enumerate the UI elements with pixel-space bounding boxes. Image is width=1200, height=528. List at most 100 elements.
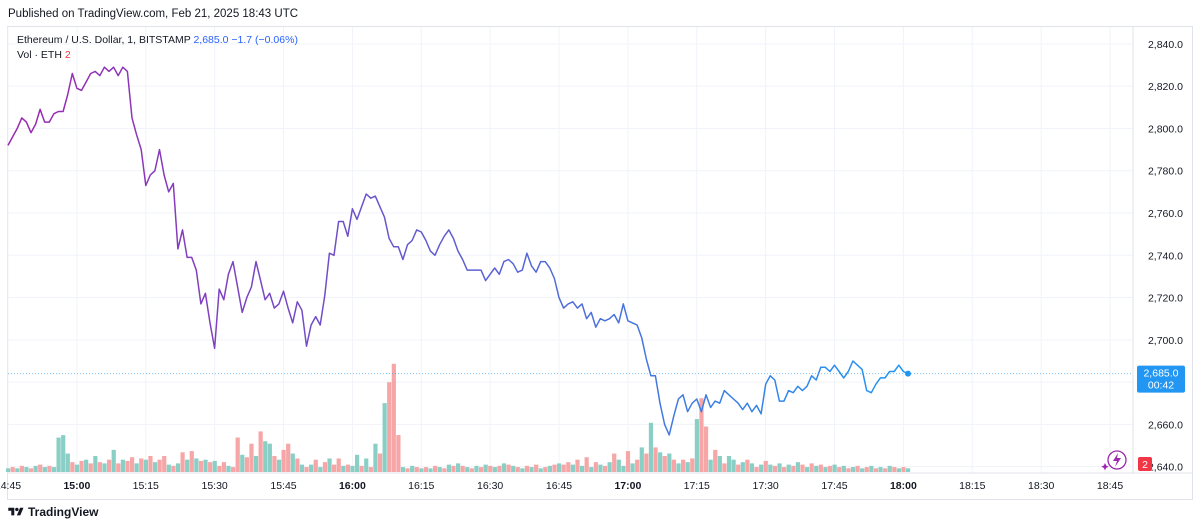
volume-bar (6, 468, 11, 472)
x-tick-label: 16:00 (339, 480, 366, 492)
x-tick-label: 18:15 (959, 480, 985, 492)
volume-bar (423, 467, 429, 472)
volume-bar (382, 403, 387, 472)
volume-bar (263, 441, 268, 472)
volume-bar (607, 462, 612, 472)
volume-bar (456, 463, 461, 472)
volume-bar (465, 467, 470, 472)
volume-bar (231, 467, 236, 472)
lightning-icon[interactable] (1101, 450, 1127, 471)
volume-bar (814, 465, 819, 472)
volume-bar (497, 465, 502, 472)
volume-bar (534, 464, 539, 472)
volume-bar (433, 465, 438, 472)
price-line-layer (7, 66, 1133, 436)
volume-bar (616, 459, 621, 472)
volume-bar (410, 465, 415, 472)
y-tick-label: 2,820.0 (1148, 81, 1183, 93)
volume-bar (129, 457, 135, 472)
volume-bar (194, 458, 199, 472)
volume-bar (749, 463, 755, 472)
volume-bar (74, 464, 80, 472)
volume-bar (286, 443, 291, 472)
volume-bar (736, 464, 741, 472)
volume-bar (809, 463, 814, 472)
x-tick-label: 16:45 (546, 480, 572, 492)
volume-bar (93, 456, 98, 472)
volume-bar (644, 453, 649, 472)
volume-bar (515, 467, 520, 472)
chart-legend: Ethereum / U.S. Dollar, 1, BITSTAMP 2,68… (17, 33, 298, 63)
volume-bar (474, 465, 479, 472)
volume-bar (33, 465, 38, 472)
volume-bar (524, 465, 530, 472)
y-tick-label: 2,740.0 (1148, 250, 1183, 262)
volume-bar (185, 459, 190, 472)
volume-bar (579, 465, 585, 472)
volume-bar (708, 459, 713, 472)
volume-bar (584, 457, 589, 472)
volume-bar (336, 458, 341, 472)
x-tick-label: 17:30 (753, 480, 779, 492)
x-tick-label: 15:45 (270, 480, 296, 492)
x-tick-label: 18:30 (1028, 480, 1054, 492)
volume-bar (906, 468, 911, 472)
volume-bar (740, 462, 745, 472)
legend-volume-row[interactable]: Vol · ETH 2 (17, 48, 298, 63)
volume-bar (639, 447, 644, 472)
time-axis[interactable]: 14:45 15:00 15:15 15:30 15:45 16:00 16:15 16:30… (0, 480, 1123, 492)
lightning-icon-bolt (1113, 453, 1121, 467)
volume-bar (157, 459, 162, 472)
volume-bar (51, 467, 57, 472)
volume-bar (373, 443, 378, 472)
grid-layer (7, 27, 1193, 474)
volume-bar (88, 463, 93, 472)
price-badge-countdown: 00:42 (1148, 380, 1174, 392)
tradingview-footer[interactable]: TradingView (8, 505, 98, 519)
volume-bar (180, 452, 185, 472)
volume-bar (309, 464, 314, 472)
x-tick-label: 18:00 (890, 480, 917, 492)
volume-bar (368, 467, 373, 472)
x-tick-label: 15:15 (133, 480, 159, 492)
volume-bar (217, 465, 222, 472)
x-tick-label: 16:15 (408, 480, 434, 492)
volume-bar (850, 467, 856, 472)
y-tick-label: 2,700.0 (1148, 335, 1183, 347)
x-tick-label: 18:45 (1097, 480, 1123, 492)
x-tick-label: 15:00 (63, 480, 90, 492)
volume-bar (892, 467, 897, 472)
volume-bar (299, 464, 305, 472)
volume-bar (442, 468, 447, 472)
y-tick-label: 2,760.0 (1148, 208, 1183, 220)
volume-bar (322, 462, 328, 472)
volume-layer (6, 363, 911, 472)
price-axis[interactable]: 2,640.02,660.02,680.02,700.02,720.02,740… (1148, 39, 1183, 474)
x-tick-label: 14:45 (0, 480, 21, 492)
volume-bar (648, 422, 654, 472)
volume-bar (226, 465, 231, 472)
x-tick-label: 15:30 (201, 480, 227, 492)
badges: 2,685.000:42 2 (1101, 365, 1185, 471)
volume-bar (189, 451, 194, 472)
volume-bar (65, 453, 70, 472)
volume-bar (841, 465, 846, 472)
y-tick-label: 2,800.0 (1148, 123, 1183, 135)
volume-bar (19, 465, 24, 472)
volume-bar (731, 459, 736, 472)
volume-badge (1138, 457, 1152, 471)
volume-bar (699, 398, 704, 472)
volume-bar (726, 456, 732, 472)
y-tick-label: 2,640.0 (1148, 462, 1183, 474)
volume-bar (878, 467, 883, 472)
volume-bar (786, 464, 791, 472)
volume-bar (612, 453, 617, 472)
volume-bar (61, 435, 66, 472)
legend-symbol-row[interactable]: Ethereum / U.S. Dollar, 1, BITSTAMP 2,68… (17, 33, 298, 48)
volume-bar (240, 454, 245, 472)
volume-bar (800, 464, 805, 472)
volume-bar (520, 468, 525, 472)
volume-bar (804, 467, 810, 472)
y-tick-label: 2,660.0 (1148, 419, 1183, 431)
